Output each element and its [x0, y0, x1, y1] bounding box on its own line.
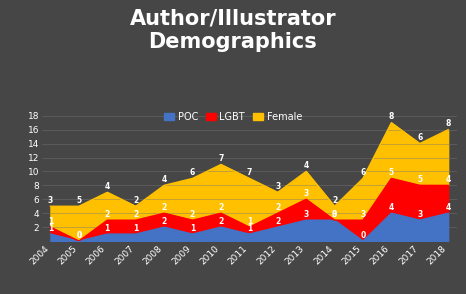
Text: 2: 2 — [275, 203, 281, 212]
Text: 4: 4 — [161, 175, 167, 184]
Text: 2: 2 — [218, 203, 224, 212]
Text: 2: 2 — [161, 203, 167, 212]
Text: 2: 2 — [105, 210, 110, 219]
Text: 3: 3 — [417, 210, 422, 219]
Text: 1: 1 — [105, 224, 110, 233]
Text: 1: 1 — [48, 217, 53, 226]
Text: 1: 1 — [247, 224, 252, 233]
Text: 2: 2 — [275, 217, 281, 226]
Text: 0: 0 — [332, 210, 337, 219]
Text: 2: 2 — [332, 196, 337, 205]
Text: 3: 3 — [332, 210, 337, 219]
Text: 0: 0 — [360, 231, 365, 240]
Text: 5: 5 — [389, 168, 394, 177]
Text: 8: 8 — [445, 119, 451, 128]
Text: 0: 0 — [76, 231, 82, 240]
Text: 2: 2 — [133, 210, 138, 219]
Text: 2: 2 — [133, 196, 138, 205]
Text: 3: 3 — [275, 182, 281, 191]
Text: 1: 1 — [133, 224, 138, 233]
Text: 1: 1 — [48, 224, 53, 233]
Text: 6: 6 — [360, 168, 365, 177]
Text: 0: 0 — [76, 231, 82, 240]
Text: 4: 4 — [445, 175, 451, 184]
Text: 1: 1 — [247, 217, 252, 226]
Text: Author/Illustrator
Demographics: Author/Illustrator Demographics — [130, 9, 336, 52]
Text: 4: 4 — [389, 203, 394, 212]
Text: 7: 7 — [218, 154, 224, 163]
Text: 5: 5 — [417, 175, 422, 184]
Text: 6: 6 — [417, 133, 422, 142]
Text: 2: 2 — [218, 217, 224, 226]
Text: 3: 3 — [48, 196, 53, 205]
Text: 4: 4 — [105, 182, 110, 191]
Text: 8: 8 — [389, 112, 394, 121]
Text: 1: 1 — [190, 224, 195, 233]
Text: 3: 3 — [303, 210, 309, 219]
Text: 2: 2 — [161, 217, 167, 226]
Text: 6: 6 — [190, 168, 195, 177]
Legend: POC, LGBT, Female: POC, LGBT, Female — [160, 108, 306, 126]
Text: 3: 3 — [303, 189, 309, 198]
Text: 4: 4 — [303, 161, 309, 170]
Text: 4: 4 — [445, 203, 451, 212]
Text: 3: 3 — [360, 210, 365, 219]
Text: 7: 7 — [247, 168, 252, 177]
Text: 2: 2 — [190, 210, 195, 219]
Text: 5: 5 — [76, 196, 82, 205]
